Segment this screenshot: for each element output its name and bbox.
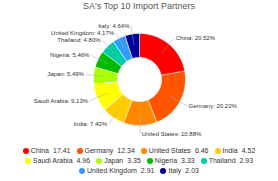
html-text:2.93: 2.93 bbox=[239, 157, 254, 164]
html-text:12.34: 12.34 bbox=[117, 147, 135, 154]
html-text:17.41: 17.41 bbox=[53, 147, 71, 154]
html-text:3.33: 3.33 bbox=[181, 157, 195, 164]
html-text:United States: United States bbox=[148, 147, 191, 154]
html-text:China: China bbox=[30, 147, 49, 154]
svg-text:United Kingdom: 4.17%: United Kingdom: 4.17% bbox=[51, 30, 115, 36]
svg-text:Japan: 5.49%: Japan: 5.49% bbox=[47, 71, 84, 77]
html-text:Germany: Germany bbox=[84, 147, 114, 154]
html-text:India: India bbox=[222, 147, 238, 154]
svg-text:Italy: 4.64%: Italy: 4.64% bbox=[98, 23, 130, 29]
html-text:Saudi Arabia: Saudi Arabia bbox=[32, 157, 73, 164]
svg-text:Germany: 20.22%: Germany: 20.22% bbox=[189, 103, 238, 109]
svg-text:Thailand: 4.80%: Thailand: 4.80% bbox=[57, 37, 101, 43]
html-text:4.52: 4.52 bbox=[241, 147, 256, 154]
html-text:SA's Top 10 Import Partners: SA's Top 10 Import Partners bbox=[82, 1, 195, 11]
html-text:4.96: 4.96 bbox=[76, 157, 91, 164]
html-text:2.91: 2.91 bbox=[140, 167, 155, 174]
html-text:Thailand: Thailand bbox=[208, 157, 236, 164]
svg-text:United States: 10.88%: United States: 10.88% bbox=[142, 131, 202, 137]
svg-text:Nigeria: 5.46%: Nigeria: 5.46% bbox=[50, 52, 90, 58]
svg-text:China: 20.52%: China: 20.52% bbox=[176, 35, 216, 41]
html-text:6.46: 6.46 bbox=[194, 147, 209, 154]
svg-text:India: 7.40%: India: 7.40% bbox=[74, 121, 108, 127]
svg-text:Saudi Arabia: 9.13%: Saudi Arabia: 9.13% bbox=[34, 98, 89, 104]
html-text:United Kingdom: United Kingdom bbox=[87, 167, 137, 174]
html-text:Nigeria: Nigeria bbox=[154, 157, 177, 164]
html-text:2.03: 2.03 bbox=[185, 167, 199, 174]
html-text:Italy: Italy bbox=[168, 167, 182, 174]
html-text:3.35: 3.35 bbox=[127, 157, 141, 164]
html-text:Japan: Japan bbox=[104, 157, 124, 164]
